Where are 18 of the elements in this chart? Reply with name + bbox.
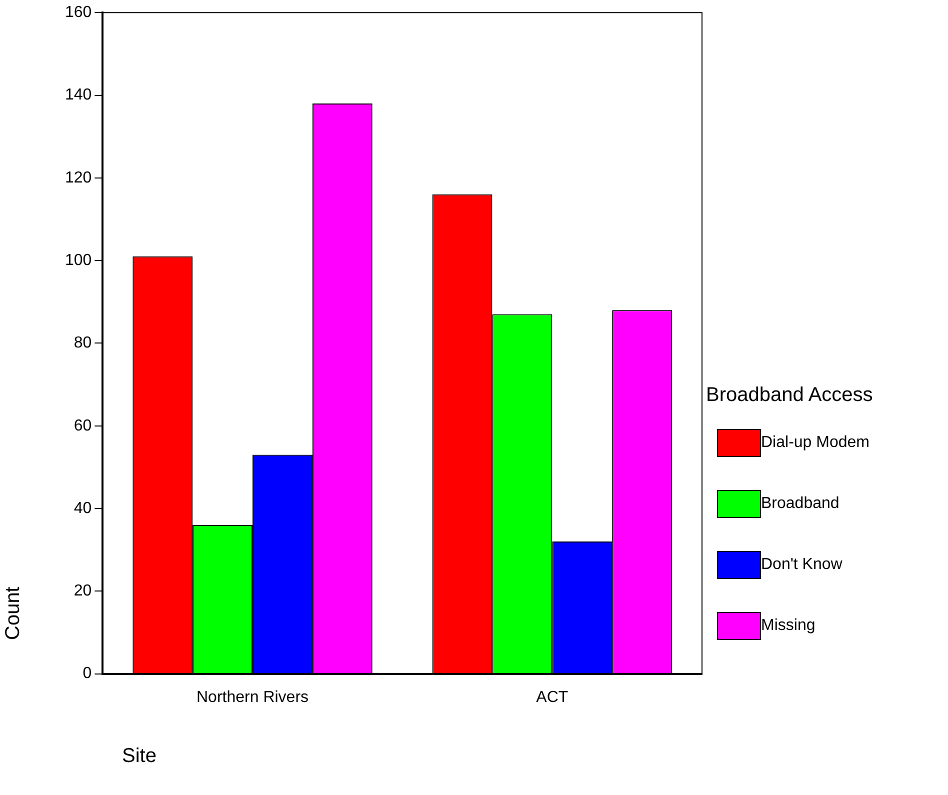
x-tick-label: Northern Rivers [196,688,309,706]
y-tick-label: 40 [74,500,92,517]
legend-label: Dial-up Modem [761,434,870,452]
y-tick-label: 160 [64,4,92,22]
legend-label: Broadband [761,495,840,513]
y-tick-label: 140 [64,86,92,104]
legend-label: Don't Know [761,556,842,574]
legend-title: Broadband Access [706,384,873,407]
y-tick-label: 60 [74,417,92,434]
x-tick-label: ACT [536,688,568,706]
y-tick-label: 80 [74,334,92,352]
y-tick-label: 20 [74,582,92,600]
legend-label: Missing [761,617,816,635]
x-axis-title: Site [122,745,156,768]
y-tick-label: 120 [64,169,92,186]
y-tick-label: 0 [82,665,92,682]
y-tick-label: 100 [64,252,92,269]
y-axis-title: Count [2,586,25,640]
